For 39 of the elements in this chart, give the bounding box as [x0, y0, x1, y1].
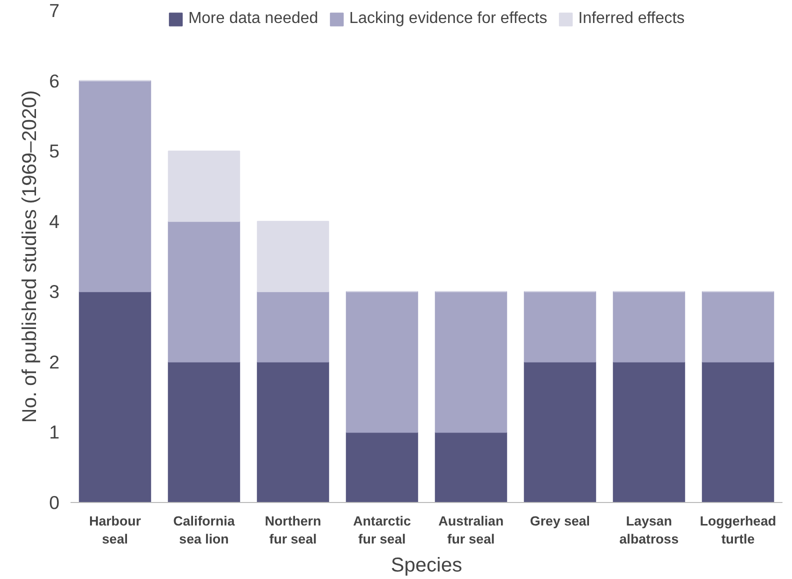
y-tick-label: 0 [49, 492, 60, 513]
bar [256, 361, 330, 502]
x-tick-label: Grey seal [530, 514, 590, 528]
x-tick-label: California sea lion [173, 514, 236, 546]
legend-label: More data needed [188, 10, 318, 28]
bar [346, 291, 418, 433]
bar [524, 361, 596, 502]
y-tick-label: 2 [49, 351, 60, 372]
bar [256, 291, 330, 362]
y-tick-label: 5 [49, 140, 60, 162]
bar [346, 432, 418, 502]
x-tick-label: Northern fur seal [264, 514, 322, 546]
y-tick-label: 1 [49, 422, 60, 443]
y-tick-label: 7 [49, 0, 60, 21]
x-tick-label: Laysan albatross [619, 514, 679, 546]
bar [78, 80, 152, 292]
bar [434, 432, 508, 502]
bar [702, 291, 774, 362]
bar [78, 291, 152, 502]
bar [168, 220, 240, 362]
y-axis-title: No. of published studies (1969–2020) [19, 90, 42, 423]
bar [702, 361, 774, 502]
bar [434, 291, 508, 433]
x-tick-label: Loggerhead turtle [700, 514, 776, 546]
x-axis-title: Species [390, 554, 462, 576]
x-tick-label: Australian fur seal [438, 514, 504, 546]
bar [256, 220, 330, 292]
bar [612, 291, 686, 362]
legend-label: Inferred effects [578, 10, 685, 28]
x-tick-label: Harbour seal [89, 514, 141, 546]
bar [524, 291, 596, 362]
legend-label: Lacking evidence for effects [349, 10, 548, 28]
x-tick-label: Antarctic fur seal [353, 514, 412, 546]
bar [168, 361, 240, 502]
y-tick-label: 3 [49, 281, 60, 302]
bar [612, 361, 686, 502]
bar [168, 150, 240, 222]
y-tick-label: 4 [49, 210, 60, 232]
y-tick-label: 6 [49, 70, 60, 92]
